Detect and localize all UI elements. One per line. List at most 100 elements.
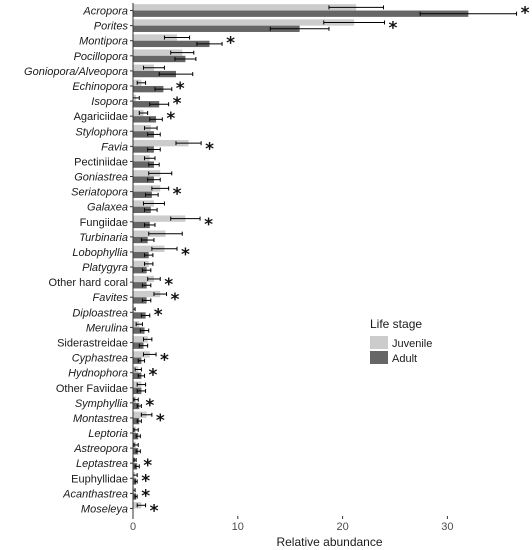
significance-marker-leptastrea: * [143, 456, 152, 476]
bar-adult-acropora [133, 10, 469, 17]
error-bar-adult-favites [141, 298, 152, 303]
error-bar-juvenile-echinopora [136, 80, 147, 85]
y-tick-label-lobophyllia: Lobophyllia [72, 247, 128, 259]
significance-marker-montipora: * [226, 34, 235, 54]
bar-adult-galaxea [133, 206, 151, 214]
error-bar-juvenile-montipora [163, 35, 191, 40]
legend-swatch-juvenile [370, 336, 388, 349]
significance-marker-montastrea: * [156, 411, 165, 431]
error-bar-juvenile-acropora [328, 5, 384, 10]
y-tick-label-goniastrea: Goniastrea [74, 172, 128, 184]
significance-marker-echinopora: * [176, 79, 185, 99]
bar-adult-favia [133, 146, 154, 153]
y-tick-label-pocillopora: Pocillopora [74, 51, 128, 63]
error-bar-juvenile-siderastreidae [142, 337, 153, 342]
legend-swatch-adult [370, 351, 388, 364]
error-bar-juvenile-pocillopora [170, 50, 195, 55]
y-tick-label-agariciidae: Agariciidae [74, 111, 128, 123]
error-bar-adult-pectiniidae [148, 162, 160, 167]
error-bar-adult-porites [269, 26, 330, 31]
significance-marker-agariciidae: * [166, 109, 175, 129]
error-bar-adult-acanthastrea [134, 494, 138, 499]
error-bar-juvenile-merulina [135, 322, 143, 327]
y-tick-label-echinopora: Echinopora [72, 81, 128, 93]
x-tick-label-20: 20 [336, 521, 348, 533]
bar-adult-acanthastrea [133, 493, 137, 500]
error-bar-adult-platygyra [141, 268, 152, 273]
y-tick-label-acropora: Acropora [82, 6, 128, 18]
error-bar-juvenile-platygyra [144, 261, 154, 266]
y-tick-label-leptoria: Leptoria [88, 428, 128, 440]
error-bar-adult-turbinaria [140, 238, 155, 243]
error-bar-adult-cyphastrea [137, 358, 146, 363]
y-tick-label-acanthastrea: Acanthastrea [62, 488, 128, 500]
y-tick-label-turbinaria: Turbinaria [79, 232, 128, 244]
bar-juvenile-seriatopora [133, 185, 161, 192]
error-bar-adult-merulina [139, 328, 150, 333]
error-bar-juvenile-agariciidae [138, 110, 149, 115]
bar-juvenile-porites [133, 19, 355, 26]
y-tick-label-leptastrea: Leptastrea [76, 458, 128, 470]
bar-adult-porites [133, 25, 300, 32]
significance-marker-hydnophora: * [149, 366, 158, 386]
significance-marker-diploastrea: * [154, 305, 163, 325]
error-bar-juvenile-hydnophora [134, 367, 142, 372]
error-bar-juvenile-moseleya [136, 503, 147, 508]
bar-adult-merulina [133, 327, 145, 334]
y-tick-label-symphyllia: Symphyllia [75, 398, 128, 410]
y-tick-label-goniopora-alveopora: Goniopora/Alveopora [24, 66, 128, 78]
y-tick-label-pectiniidae: Pectiniidae [74, 156, 128, 168]
y-tick-label-merulina: Merulina [86, 322, 128, 334]
significance-marker-seriatopora: * [173, 185, 182, 205]
y-tick-label-galaxea: Galaxea [87, 202, 128, 214]
error-bar-adult-galaxea [144, 207, 158, 212]
bar-juvenile-acropora [133, 4, 357, 11]
bar-juvenile-favia [133, 140, 189, 147]
bar-adult-goniopora-alveopora [133, 70, 176, 78]
bar-adult-diploastrea [133, 312, 146, 319]
bar-adult-favites [133, 297, 147, 304]
significance-marker-isopora: * [173, 94, 182, 114]
error-bar-juvenile-lobophyllia [151, 246, 178, 251]
bar-adult-siderastreidae [133, 342, 144, 349]
bar-adult-platygyra [133, 267, 147, 274]
significance-marker-fungiidae: * [204, 215, 213, 235]
y-tick-label-stylophora: Stylophora [75, 126, 128, 138]
bar-adult-hydnophora [133, 372, 142, 379]
error-bar-adult-agariciidae [149, 117, 163, 122]
significance-marker-acropora: * [521, 4, 530, 24]
y-tick-label-porites: Porites [94, 21, 129, 33]
legend: Life stage Juvenile Adult [370, 317, 432, 365]
bar-juvenile-platygyra [133, 260, 149, 268]
error-bar-adult-montipora [196, 41, 223, 46]
bar-adult-echinopora [133, 85, 164, 93]
legend-title: Life stage [370, 317, 422, 331]
error-bar-adult-astreopora [135, 449, 141, 454]
significance-marker-favites: * [171, 290, 180, 310]
y-tick-label-seriatopora: Seriatopora [71, 187, 128, 199]
error-bar-adult-isopora [149, 102, 170, 107]
bar-adult-agariciidae [133, 116, 157, 123]
error-bar-adult-lobophyllia [144, 253, 154, 258]
bar-adult-montipora [133, 40, 210, 48]
error-bar-adult-montastrea [136, 419, 142, 424]
error-bar-adult-pocillopora [174, 56, 197, 61]
error-bar-adult-seriatopora [145, 192, 159, 197]
bar-juvenile-agariciidae [133, 109, 144, 117]
bar-adult-montastrea [133, 417, 140, 425]
y-tick-label-other-hard-coral: Other hard coral [49, 277, 128, 289]
bar-adult-cyphastrea [133, 357, 142, 364]
y-tick-label-cyphastrea: Cyphastrea [72, 353, 128, 365]
x-axis: 0 10 20 30 [130, 516, 454, 533]
bar-juvenile-siderastreidae [133, 336, 148, 343]
error-bar-adult-leptastrea [134, 464, 140, 469]
error-bar-juvenile-astreopora [133, 442, 139, 447]
error-bar-adult-siderastreidae [138, 343, 149, 348]
bar-juvenile-goniastrea [133, 170, 161, 177]
x-tick-label-30: 30 [441, 521, 453, 533]
error-bar-adult-stylophora [147, 132, 161, 137]
error-bar-juvenile-porites [323, 20, 386, 25]
bar-adult-pectiniidae [133, 161, 154, 168]
error-bar-juvenile-other-hard-coral [147, 276, 161, 281]
